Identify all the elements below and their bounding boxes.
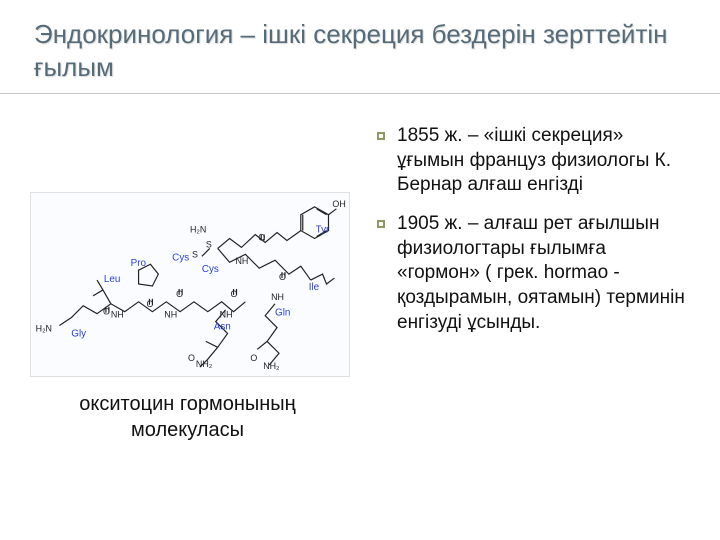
label-cys1: Cys — [202, 264, 219, 275]
molecule-diagram: Tyr Ile Gln Asn Cys Cys Pro Leu Gly OH O… — [30, 192, 350, 377]
svg-text:NH: NH — [236, 256, 249, 266]
bullet-item: 1855 ж. – «ішкі секреция» ұғымын француз… — [377, 124, 690, 198]
right-column: 1855 ж. – «ішкі секреция» ұғымын француз… — [365, 122, 690, 443]
title-area: Эндокринология – ішкі секреция бездерін … — [0, 0, 720, 94]
label-tyr: Tyr — [316, 225, 330, 236]
bullet-marker-icon — [377, 132, 385, 140]
svg-text:S: S — [206, 239, 212, 249]
slide-title: Эндокринология – ішкі секреция бездерін … — [34, 18, 686, 83]
atom-labels: OH O O O O O O O O H₂N NH NH NH NH NH H₂N NH₂ N… — [36, 199, 346, 371]
svg-text:NH₂: NH₂ — [263, 361, 280, 371]
label-pro: Pro — [131, 258, 147, 269]
bullet-text: 1905 ж. – алғаш рет ағылшын физиологтары… — [397, 212, 690, 335]
svg-text:S: S — [192, 249, 198, 259]
slide: Эндокринология – ішкі секреция бездерін … — [0, 0, 720, 540]
molecule-svg: Tyr Ile Gln Asn Cys Cys Pro Leu Gly OH O… — [31, 193, 349, 376]
svg-text:NH: NH — [220, 310, 233, 320]
residue-labels: Tyr Ile Gln Asn Cys Cys Pro Leu Gly — [71, 225, 330, 340]
label-gln: Gln — [275, 308, 290, 319]
bullet-item: 1905 ж. – алғаш рет ағылшын физиологтары… — [377, 212, 690, 335]
label-leu: Leu — [104, 274, 120, 285]
svg-text:O: O — [250, 353, 257, 363]
left-column: Tyr Ile Gln Asn Cys Cys Pro Leu Gly OH O… — [30, 122, 365, 443]
label-gly: Gly — [71, 328, 86, 339]
label-cys2: Cys — [172, 252, 189, 263]
label-asn: Asn — [214, 322, 231, 333]
svg-text:O: O — [258, 232, 265, 242]
svg-text:O: O — [103, 307, 110, 317]
svg-text:H₂N: H₂N — [36, 323, 52, 333]
content-area: Tyr Ile Gln Asn Cys Cys Pro Leu Gly OH O… — [0, 94, 720, 443]
svg-text:H₂N: H₂N — [190, 225, 206, 235]
svg-text:O: O — [146, 299, 153, 309]
svg-text:NH₂: NH₂ — [196, 359, 213, 369]
svg-text:OH: OH — [332, 199, 345, 209]
svg-text:NH: NH — [164, 310, 177, 320]
svg-text:NH: NH — [111, 310, 124, 320]
svg-text:O: O — [176, 289, 183, 299]
svg-text:O: O — [231, 289, 238, 299]
svg-text:NH: NH — [271, 292, 284, 302]
molecule-caption: окситоцин гормонының молекуласы — [30, 391, 365, 443]
bullet-text: 1855 ж. – «ішкі секреция» ұғымын француз… — [397, 124, 690, 198]
bullet-marker-icon — [377, 220, 385, 228]
svg-text:O: O — [279, 272, 286, 282]
label-ile: Ile — [309, 282, 320, 293]
svg-text:O: O — [188, 353, 195, 363]
